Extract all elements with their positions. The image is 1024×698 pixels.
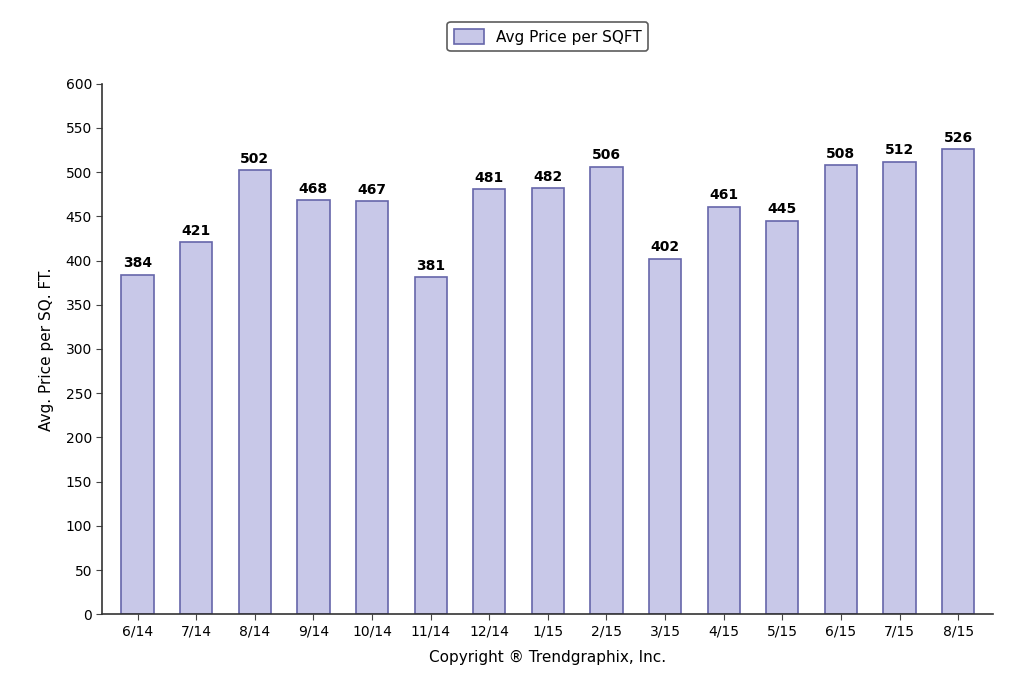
Bar [824,165,857,614]
Text: 506: 506 [592,149,621,163]
Bar [473,189,506,614]
Legend: Avg Price per SQFT: Avg Price per SQFT [447,22,648,51]
Bar [708,207,739,614]
Text: 402: 402 [650,240,680,254]
Y-axis label: Avg. Price per SQ. FT.: Avg. Price per SQ. FT. [40,267,54,431]
Text: 502: 502 [241,152,269,166]
Text: 381: 381 [416,259,445,273]
Bar [942,149,974,614]
Text: 468: 468 [299,182,328,196]
Bar [531,188,564,614]
Bar [239,170,271,614]
Bar [122,275,154,614]
Bar [766,221,799,614]
Text: 526: 526 [943,131,973,144]
Bar [649,259,681,614]
Text: 461: 461 [709,188,738,202]
Text: 421: 421 [181,223,211,237]
Text: 482: 482 [534,170,562,184]
Bar [415,277,446,614]
Bar [884,161,915,614]
Bar [590,167,623,614]
Text: 512: 512 [885,143,914,157]
Text: 508: 508 [826,147,855,161]
Text: 481: 481 [474,170,504,184]
Text: 445: 445 [768,202,797,216]
Bar [297,200,330,614]
X-axis label: Copyright ® Trendgraphix, Inc.: Copyright ® Trendgraphix, Inc. [429,650,667,664]
Bar [356,201,388,614]
Text: 384: 384 [123,256,153,270]
Text: 467: 467 [357,183,386,197]
Bar [180,242,212,614]
